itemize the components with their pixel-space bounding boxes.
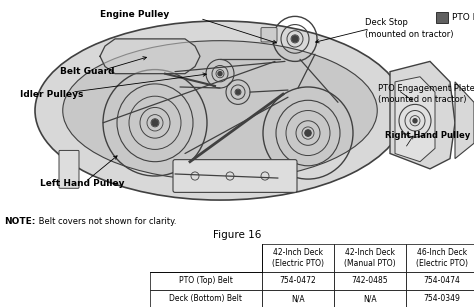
- FancyBboxPatch shape: [261, 28, 277, 42]
- Bar: [406, 272, 474, 290]
- Bar: [150, 272, 262, 290]
- Circle shape: [292, 36, 298, 42]
- Polygon shape: [395, 77, 435, 162]
- Circle shape: [236, 90, 240, 94]
- Text: Deck (Bottom) Belt: Deck (Bottom) Belt: [170, 294, 243, 304]
- Text: 46-Inch Deck
(Electric PTO): 46-Inch Deck (Electric PTO): [416, 248, 468, 268]
- Text: 42-Inch Deck
(Manual PTO): 42-Inch Deck (Manual PTO): [344, 248, 396, 268]
- Text: NOTE:: NOTE:: [4, 217, 36, 226]
- Text: PTO Engagement Plate
(mounted on tractor): PTO Engagement Plate (mounted on tractor…: [378, 84, 474, 104]
- FancyBboxPatch shape: [59, 150, 79, 188]
- Bar: [262, 272, 334, 290]
- Polygon shape: [100, 39, 200, 74]
- Polygon shape: [455, 82, 474, 159]
- Bar: [406, 290, 474, 307]
- Text: Left Hand Pulley: Left Hand Pulley: [40, 179, 125, 188]
- Bar: [334, 244, 406, 272]
- Bar: [334, 272, 406, 290]
- Text: 754-0349: 754-0349: [424, 294, 460, 304]
- Circle shape: [413, 119, 417, 123]
- Text: PTO (Top) Belt: PTO (Top) Belt: [179, 276, 233, 286]
- Bar: [436, 12, 448, 22]
- Text: Idler Pulleys: Idler Pulleys: [20, 90, 83, 99]
- Text: Engine Pulley: Engine Pulley: [100, 10, 169, 19]
- Text: PTO belt: PTO belt: [452, 13, 474, 22]
- Text: 754-0472: 754-0472: [280, 276, 316, 286]
- Circle shape: [218, 72, 222, 76]
- Bar: [406, 244, 474, 272]
- Bar: [262, 290, 334, 307]
- Text: N/A: N/A: [363, 294, 377, 304]
- Text: Belt Guard: Belt Guard: [60, 67, 115, 76]
- Text: Deck Stop
(mounted on tractor): Deck Stop (mounted on tractor): [365, 18, 454, 38]
- Text: Belt covers not shown for clarity.: Belt covers not shown for clarity.: [36, 217, 176, 226]
- Polygon shape: [390, 61, 455, 169]
- Text: 742-0485: 742-0485: [352, 276, 388, 286]
- Circle shape: [305, 130, 311, 136]
- Ellipse shape: [63, 41, 377, 181]
- Text: N/A: N/A: [291, 294, 305, 304]
- Bar: [334, 290, 406, 307]
- Ellipse shape: [35, 21, 405, 200]
- Text: 754-0474: 754-0474: [424, 276, 460, 286]
- Text: 42-Inch Deck
(Electric PTO): 42-Inch Deck (Electric PTO): [272, 248, 324, 268]
- Bar: [150, 290, 262, 307]
- FancyBboxPatch shape: [173, 160, 297, 192]
- Circle shape: [152, 120, 158, 126]
- Text: Right Hand Pulley: Right Hand Pulley: [385, 131, 470, 140]
- Text: Figure 16: Figure 16: [213, 230, 261, 240]
- Bar: [262, 244, 334, 272]
